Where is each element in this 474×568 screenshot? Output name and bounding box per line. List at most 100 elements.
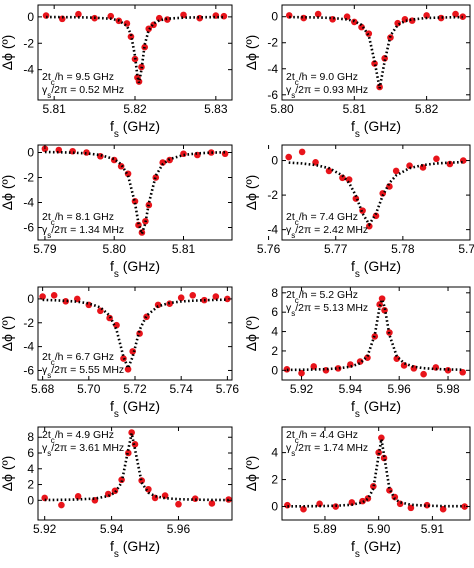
x-tick-label: 5.81 bbox=[343, 102, 367, 116]
label-tail: (GHz) bbox=[119, 118, 160, 134]
x-tick-label: 5.79 bbox=[33, 242, 57, 256]
label-main: γ bbox=[286, 442, 292, 454]
data-point bbox=[348, 499, 356, 506]
label-sub: s bbox=[114, 129, 119, 140]
label-tail: /h = 6.7 GHz bbox=[55, 351, 114, 363]
data-point bbox=[345, 176, 353, 183]
label-tail: (GHz) bbox=[119, 398, 160, 414]
label-sub: s bbox=[114, 549, 119, 560]
label-tail: /h = 9.5 GHz bbox=[55, 71, 114, 83]
y-axis-label: Δϕ (º) bbox=[243, 175, 259, 211]
y-tick-label: 4 bbox=[271, 325, 278, 339]
label-main: 2t bbox=[42, 71, 51, 83]
label-main: f bbox=[351, 398, 355, 414]
fit-line bbox=[287, 438, 465, 508]
label-sub: s bbox=[114, 409, 119, 420]
label-tail: /2π = 1.74 MHz bbox=[295, 442, 368, 454]
label-main: γ bbox=[42, 84, 48, 96]
x-tick-label: 5.82 bbox=[123, 102, 147, 116]
data-point bbox=[207, 149, 215, 156]
y-axis-label: Δϕ (º) bbox=[0, 456, 15, 492]
label-main: γ bbox=[42, 224, 48, 236]
y-tick-label: 6 bbox=[271, 305, 278, 319]
x-tick-label: 5.81 bbox=[42, 102, 66, 116]
data-point bbox=[42, 12, 50, 19]
y-tick-label: 0 bbox=[27, 493, 34, 507]
data-point bbox=[50, 292, 58, 299]
data-point bbox=[58, 501, 65, 509]
plot-area bbox=[39, 292, 231, 373]
annotation: γs/2π = 2.42 MHz bbox=[286, 224, 368, 240]
y-tick-label: -2 bbox=[267, 36, 278, 50]
y-tick-label: -4 bbox=[23, 196, 34, 210]
annotation: 2tc/h = 9.5 GHz bbox=[42, 71, 114, 87]
x-tick-label: 5.96 bbox=[388, 382, 412, 396]
y-tick-label: -2 bbox=[23, 316, 34, 330]
y-axis-label: Δϕ (º) bbox=[243, 316, 259, 352]
label-tail: /h = 8.1 GHz bbox=[55, 211, 114, 223]
y-tick-label: 0 bbox=[271, 154, 278, 168]
label-main: γ bbox=[286, 302, 292, 314]
label-sub: s bbox=[47, 91, 51, 100]
x-tick-label: 5.91 bbox=[421, 522, 445, 536]
plot-area bbox=[41, 429, 232, 509]
plot-area bbox=[285, 10, 467, 91]
x-axis-label: fs (GHz) bbox=[351, 538, 401, 560]
label-sub: s bbox=[114, 269, 119, 280]
panel: 5.765.775.785.790-2-4fs (GHz)Δϕ (º)2tc/h… bbox=[243, 144, 474, 280]
data-point bbox=[392, 167, 400, 175]
data-point bbox=[129, 348, 136, 355]
label-sub: s bbox=[291, 309, 295, 318]
y-tick-label: 2 bbox=[271, 473, 278, 487]
data-point bbox=[446, 160, 454, 168]
x-tick-label: 5.94 bbox=[100, 522, 124, 536]
label-sub: s bbox=[47, 449, 51, 458]
data-point bbox=[39, 293, 46, 300]
data-point bbox=[310, 363, 318, 370]
data-point bbox=[208, 500, 216, 507]
data-point bbox=[145, 485, 152, 493]
data-point bbox=[75, 10, 82, 18]
label-tail: /h = 7.4 GHz bbox=[299, 211, 358, 223]
x-tick-label: 5.94 bbox=[339, 382, 363, 396]
label-tail: /2π = 2.42 MHz bbox=[295, 224, 368, 236]
label-main: 2t bbox=[286, 211, 295, 223]
y-tick-label: -2 bbox=[23, 36, 34, 50]
y-tick-label: 0 bbox=[271, 10, 278, 24]
annotation: 2tc/h = 7.4 GHz bbox=[286, 211, 358, 227]
data-point bbox=[316, 500, 323, 508]
y-tick-label: 6 bbox=[27, 446, 34, 460]
data-point bbox=[152, 174, 160, 181]
y-tick-label: 0 bbox=[271, 363, 278, 377]
data-point bbox=[334, 365, 342, 372]
plot-frame bbox=[281, 286, 471, 381]
label-tail: /h = 4.4 GHz bbox=[299, 429, 358, 441]
y-tick-label: -6 bbox=[267, 88, 278, 102]
data-point bbox=[439, 505, 447, 513]
label-main: f bbox=[110, 118, 114, 134]
annotation: 2tc/h = 4.9 GHz bbox=[42, 429, 114, 445]
label-tail: /2π = 1.34 MHz bbox=[51, 224, 124, 236]
label-main: 2t bbox=[42, 211, 51, 223]
y-axis-label: Δϕ (º) bbox=[0, 316, 15, 352]
plot-area bbox=[42, 10, 228, 85]
data-point bbox=[107, 12, 115, 20]
data-point bbox=[74, 493, 82, 500]
label-sub: c bbox=[295, 78, 299, 87]
data-point bbox=[128, 429, 135, 436]
y-tick-label: -4 bbox=[23, 63, 34, 77]
x-axis-label: fs (GHz) bbox=[110, 258, 160, 280]
label-main: f bbox=[110, 538, 114, 554]
fit-line bbox=[44, 150, 226, 238]
annotation: 2tc/h = 9.0 GHz bbox=[286, 71, 358, 87]
y-axis-label: Δϕ (º) bbox=[0, 175, 15, 211]
label-sub: s bbox=[355, 549, 360, 560]
x-tick-label: 5.68 bbox=[31, 382, 55, 396]
data-point bbox=[394, 19, 401, 27]
data-point bbox=[175, 500, 182, 508]
fit-line bbox=[286, 295, 463, 372]
label-sub: s bbox=[355, 409, 360, 420]
plot-area bbox=[41, 145, 229, 238]
fit-line bbox=[42, 298, 228, 372]
